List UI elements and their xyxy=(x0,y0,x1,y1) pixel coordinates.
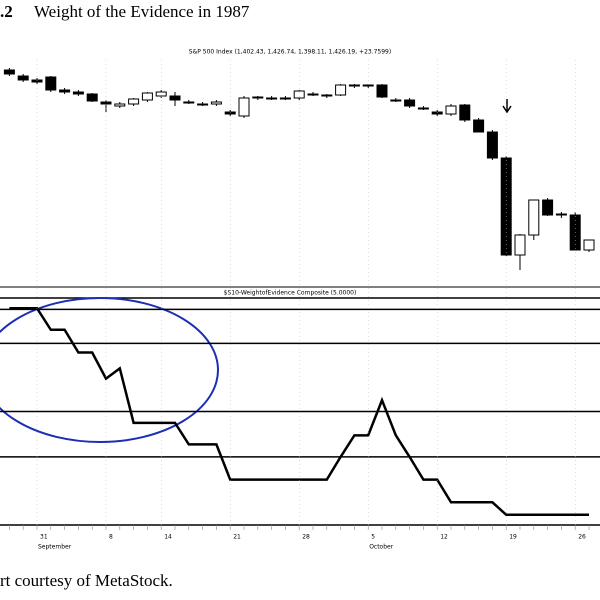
x-tick-label: 28 xyxy=(302,534,310,541)
x-tick-label: 12 xyxy=(440,534,448,541)
candle-body xyxy=(445,105,457,115)
candle-body xyxy=(459,104,471,121)
candle-body xyxy=(542,199,554,216)
candle-body xyxy=(583,239,595,251)
candle-body xyxy=(86,93,98,102)
candle-body xyxy=(362,84,374,87)
caption: rt courtesy of MetaStock. xyxy=(0,571,173,590)
figure-label: .2 xyxy=(0,2,13,21)
candle-body xyxy=(500,157,512,256)
candle-body xyxy=(3,69,15,75)
x-tick-label: 19 xyxy=(509,534,517,541)
month-label: October xyxy=(369,544,394,551)
candle-body xyxy=(390,99,402,102)
candle-body xyxy=(114,103,126,107)
candle-body xyxy=(59,89,71,93)
indicator-line xyxy=(9,306,589,517)
candle-body xyxy=(307,93,319,96)
candle-body xyxy=(514,234,526,256)
x-tick-label: 31 xyxy=(40,534,48,541)
candle-body xyxy=(321,94,333,97)
candle-body xyxy=(555,213,567,216)
candle-body xyxy=(528,199,540,236)
x-tick-label: 14 xyxy=(164,534,172,541)
candle-body xyxy=(210,101,222,105)
candle-body xyxy=(404,99,416,107)
candle-body xyxy=(348,84,360,87)
candle-body xyxy=(100,101,112,105)
month-label: September xyxy=(38,544,72,551)
indicator-title: $S10-WeightofEvidence Composite (5.0000) xyxy=(224,290,357,297)
candle-body xyxy=(473,119,485,133)
price-title: S&P 500 Index (1,402.43, 1,426.74, 1,398… xyxy=(189,49,391,56)
candle-body xyxy=(376,84,388,98)
figure-title: Weight of the Evidence in 1987 xyxy=(34,2,250,21)
candle-body xyxy=(252,96,264,99)
x-tick-label: 21 xyxy=(233,534,241,541)
candle-body xyxy=(335,84,347,96)
x-tick-label: 8 xyxy=(109,534,113,541)
candle-body xyxy=(72,91,84,95)
candle-body xyxy=(183,101,195,104)
candle-body xyxy=(45,76,57,91)
candle-body xyxy=(17,75,29,81)
candle-body xyxy=(141,92,153,101)
arrow xyxy=(502,99,512,114)
candle-body xyxy=(169,95,181,101)
candle-body xyxy=(417,107,429,110)
candle-body xyxy=(279,97,291,100)
x-tick-label: 5 xyxy=(371,534,375,541)
candle-body xyxy=(266,97,278,100)
highlight-ellipse xyxy=(0,297,219,443)
candle-body xyxy=(128,98,140,105)
candle-body xyxy=(486,131,498,159)
candle-body xyxy=(238,97,250,117)
x-tick-label: 26 xyxy=(578,534,586,541)
candle-body xyxy=(293,90,305,99)
candle-body xyxy=(197,103,209,106)
